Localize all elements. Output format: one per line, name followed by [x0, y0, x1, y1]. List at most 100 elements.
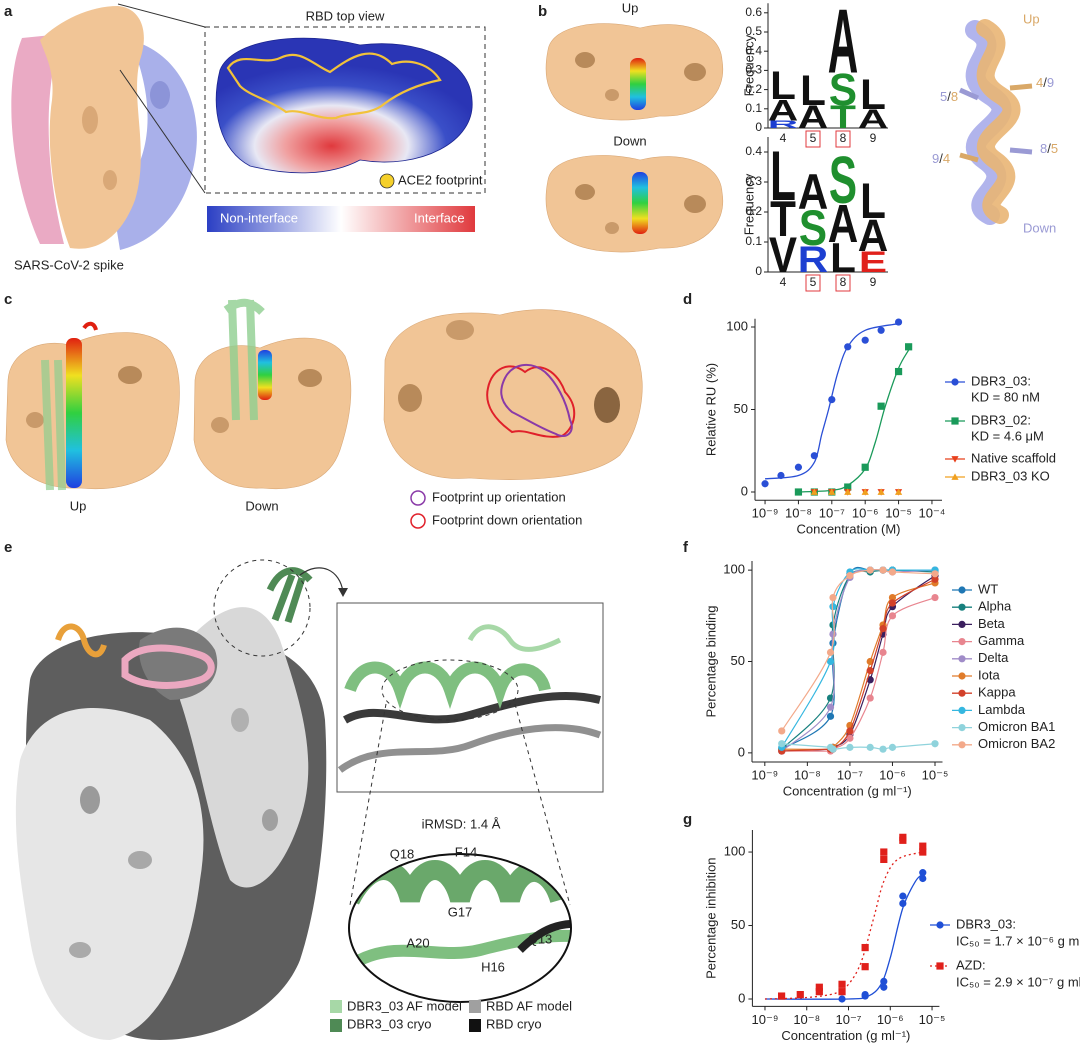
x-tick-label: 10⁻⁸	[794, 767, 821, 782]
residue-number: 8	[951, 89, 958, 104]
x-axis-label: Concentration (g ml⁻¹)	[783, 783, 912, 798]
data-point	[838, 995, 846, 1003]
data-point	[826, 648, 835, 656]
logo-letter: R	[798, 239, 829, 280]
residue-number: /	[1047, 141, 1051, 156]
data-point	[899, 892, 907, 900]
y-axis-label: Percentage inhibition	[703, 857, 718, 978]
series-curve	[781, 569, 936, 750]
x-tick-label: 10⁻⁹	[751, 767, 778, 782]
data-point	[761, 480, 769, 488]
data-point	[877, 488, 885, 495]
y-axis-label: Frequency	[741, 173, 756, 235]
legend-key	[469, 1019, 481, 1032]
logo-letter: S	[829, 65, 857, 116]
category-box	[805, 130, 821, 148]
panel-label: c	[4, 291, 12, 308]
data-point	[829, 630, 837, 638]
legend-marker	[951, 473, 959, 480]
logo-letter: L	[860, 173, 886, 229]
category-box	[805, 274, 821, 292]
residue-pair: 4/9	[1036, 75, 1054, 90]
y-tick-label: 50	[731, 653, 745, 668]
data-point	[844, 488, 852, 495]
legend-label: Beta	[978, 616, 1006, 631]
y-tick-label: 0.3	[745, 174, 762, 188]
category-box	[835, 130, 851, 148]
legend-label: Omicron BA1	[978, 719, 1055, 734]
residue-number: /	[939, 151, 943, 166]
x-tick-label: 9	[870, 275, 877, 289]
legend-label: RBD cryo	[486, 1016, 542, 1031]
data-point	[810, 452, 818, 460]
legend-label: RBD AF model	[486, 998, 572, 1013]
data-point	[838, 980, 846, 988]
data-point	[794, 488, 803, 496]
x-tick-label: 10⁻⁷	[819, 506, 845, 521]
legend-annotation: IC₅₀ = 2.9 × 10⁻⁷ g ml⁻¹	[956, 974, 1080, 989]
logo-letter: S	[799, 200, 827, 256]
data-point	[919, 874, 927, 883]
zoom-line	[514, 703, 571, 906]
data-point	[777, 471, 785, 480]
y-tick-label: 0	[738, 990, 745, 1005]
panel-label: a	[4, 3, 13, 20]
data-point	[846, 572, 854, 580]
legend-marker	[958, 672, 966, 680]
x-tick-label: 10⁻⁸	[785, 506, 812, 521]
orientation-label: Down	[613, 133, 646, 148]
legend-key	[330, 1019, 342, 1032]
zoom-arrow-head	[338, 588, 348, 597]
legend-key	[469, 1000, 481, 1013]
legend-marker	[936, 962, 944, 970]
legend-marker	[958, 689, 966, 697]
legend-label: DBR3_03 AF model	[347, 998, 462, 1013]
data-point	[778, 727, 786, 735]
data-point	[919, 848, 927, 856]
orientation-label: Down	[245, 498, 278, 513]
legend-marker	[936, 921, 944, 929]
data-point	[828, 396, 836, 404]
x-tick-label: 10⁻⁶	[879, 767, 906, 782]
data-point	[844, 483, 852, 491]
data-point	[888, 743, 897, 751]
data-point	[828, 488, 836, 495]
zoom-box	[204, 26, 486, 194]
logo-letter: T	[770, 191, 796, 247]
x-tick-label: 10⁻⁶	[852, 506, 879, 521]
data-point	[866, 667, 874, 675]
x-tick-label: 5	[810, 275, 817, 289]
legend-annotation: IC₅₀ = 1.7 × 10⁻⁶ g ml⁻¹	[956, 933, 1080, 948]
data-point	[894, 318, 903, 326]
fit-curve	[764, 873, 924, 1000]
y-tick-label: 100	[723, 562, 745, 577]
legend-label: Footprint up orientation	[432, 489, 566, 504]
data-point	[846, 727, 854, 735]
legend-label: Native scaffold	[971, 450, 1056, 465]
data-point	[894, 367, 903, 376]
footprint-label: ACE2 footprint	[398, 172, 483, 187]
logo-letter: A	[798, 164, 828, 220]
data-point	[866, 694, 874, 702]
legend-label: DBR3_03 KO	[971, 468, 1050, 483]
series-curve	[781, 596, 936, 752]
legend-label: Omicron BA2	[978, 736, 1055, 751]
fit-curve	[764, 323, 899, 480]
x-tick-label: 10⁻⁷	[837, 767, 863, 782]
panel-label: d	[683, 291, 692, 308]
residue-number: 9	[932, 151, 939, 166]
legend-key	[330, 1000, 342, 1013]
panel-label: f	[683, 539, 689, 556]
zoom-circle	[213, 559, 311, 657]
y-axis-label: Relative RU (%)	[703, 363, 718, 456]
y-tick-label: 100	[726, 318, 748, 333]
data-point	[877, 326, 885, 334]
logo-letter: A	[798, 99, 829, 135]
data-point	[880, 977, 888, 985]
data-point	[844, 343, 852, 351]
legend-marker	[958, 638, 966, 646]
residue-number: 8	[1040, 141, 1047, 156]
rbd-surface	[545, 23, 724, 253]
residue-pair: 8/5	[1040, 141, 1058, 156]
data-point	[899, 899, 907, 908]
